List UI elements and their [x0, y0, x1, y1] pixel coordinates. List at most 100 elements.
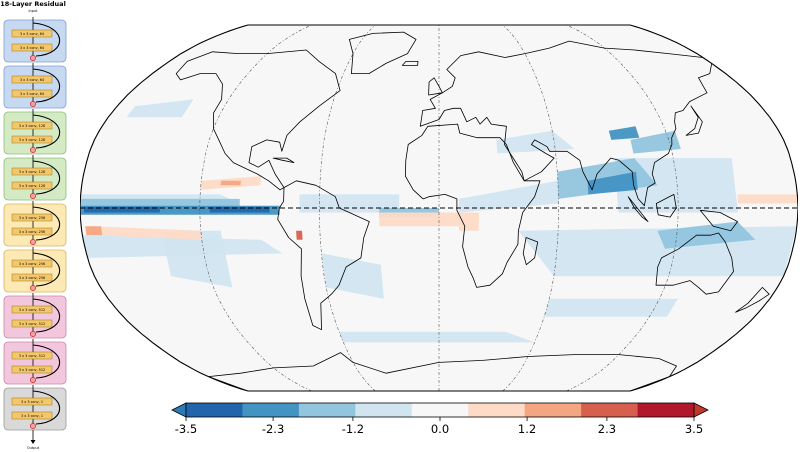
colorbar-ticks: -3.5 -2.3 -1.2 0.0 1.2 2.3 3.5 [175, 417, 703, 436]
residual-blocks: 3 x 3 conv, 64 3 x 3 conv, 64 3 x 3 conv, … [3, 17, 67, 444]
add-node-icon [30, 331, 36, 337]
anomaly-patch [630, 130, 681, 154]
conv-layer-label: 3 x 3 conv, 512 [19, 308, 45, 312]
residual-block: 3 x 3 conv, 1 3 x 3 conv, 1 [3, 385, 67, 431]
residual-block: 3 x 3 conv, 256 3 x 3 conv, 256 [3, 247, 67, 293]
meridian-line [566, 25, 679, 391]
colorbar-tick-label: 1.2 [518, 422, 536, 436]
coastline [699, 209, 738, 232]
block-background [3, 19, 67, 63]
colorbar-extend-high [693, 402, 709, 418]
skip-connection-arrow [32, 206, 61, 241]
colorbar-tick-label: 3.5 [685, 422, 703, 436]
coastline [401, 61, 419, 66]
add-node-icon [30, 101, 36, 107]
colorbar-segment [355, 403, 413, 417]
block-background [3, 157, 67, 201]
residual-block: 3 x 3 conv, 128 3 x 3 conv, 128 [3, 109, 67, 155]
coastline [627, 196, 649, 222]
conv-layer-label: 3 x 3 conv, 256 [19, 230, 45, 234]
coastline [175, 49, 341, 191]
conv-layer-label: 3 x 3 conv, 128 [19, 124, 45, 128]
conv-layer-box [11, 121, 53, 130]
colorbar-segment [242, 403, 300, 417]
colorbar-segment [581, 403, 638, 417]
conv-layer-label: 3 x 3 conv, 256 [19, 276, 45, 280]
skip-connection-arrow [32, 298, 61, 333]
anomaly-patch [544, 298, 678, 317]
residual-block: 3 x 3 conv, 128 3 x 3 conv, 128 [3, 155, 67, 201]
colorbar-segment [411, 403, 469, 417]
coastline [655, 232, 734, 295]
colorbar-extend-low [171, 402, 187, 418]
anomaly-patch [339, 331, 535, 343]
conv-layer-box [11, 365, 53, 374]
colorbar-tick-label: -2.3 [262, 422, 284, 436]
coastline [522, 237, 539, 266]
skip-connection-arrow [32, 160, 61, 195]
conv-layer-label: 3 x 3 conv, 512 [19, 354, 45, 358]
globe-outline [80, 24, 798, 392]
residual-block: 3 x 3 conv, 512 3 x 3 conv, 512 [3, 339, 67, 385]
diagram-title: 18-Layer Residual [0, 0, 66, 8]
block-background [3, 111, 67, 155]
conv-layer-box [11, 75, 53, 84]
anomaly-patch [608, 126, 640, 140]
conv-layer-label: 3 x 3 conv, 1 [21, 414, 43, 418]
output-arrow-icon [30, 440, 36, 444]
add-node-icon [30, 193, 36, 199]
add-node-icon [30, 55, 36, 61]
anomaly-field [80, 99, 798, 343]
coastline [405, 123, 541, 288]
conv-layer-box [11, 305, 53, 314]
anomaly-patch [458, 212, 479, 231]
coastline [735, 287, 770, 313]
colorbar-segment [468, 403, 525, 417]
colorbar-tick-label: -3.5 [175, 422, 197, 436]
diagram-output-label: Output [27, 446, 40, 450]
block-background [3, 341, 67, 385]
anomaly-patch [85, 226, 103, 236]
skip-connection-arrow [32, 68, 61, 103]
colorbar: -3.5 -2.3 -1.2 0.0 1.2 2.3 3.5 [171, 402, 709, 436]
conv-layer-box [11, 319, 53, 328]
meridian-line [318, 25, 376, 391]
colorbar-segment [637, 403, 695, 417]
colorbar-segment [186, 403, 243, 417]
conv-layer-label: 3 x 3 conv, 64 [20, 92, 44, 96]
coastline [272, 157, 295, 163]
world-map [80, 24, 798, 392]
conv-layer-label: 3 x 3 conv, 256 [19, 262, 45, 266]
conv-layer-label: 3 x 3 conv, 128 [19, 138, 45, 142]
coastline [428, 77, 443, 96]
conv-layer-label: 3 x 3 conv, 512 [19, 368, 45, 372]
conv-layer-box [11, 351, 53, 360]
block-background [3, 203, 67, 247]
conv-layer-box [11, 135, 53, 144]
conv-layer-label: 3 x 3 conv, 64 [20, 78, 44, 82]
graticule [199, 25, 679, 391]
anomaly-patch [91, 226, 202, 240]
anomaly-patch [220, 180, 241, 186]
skip-connection-arrow [32, 22, 61, 57]
conv-layer-label: 3 x 3 conv, 256 [19, 216, 45, 220]
colorbar-segment [298, 403, 356, 417]
colorbar-body [171, 402, 709, 418]
anomaly-patch [458, 180, 559, 213]
coastline [685, 105, 703, 136]
conv-layer-label: 3 x 3 conv, 512 [19, 322, 45, 326]
block-background [3, 249, 67, 293]
conv-layer-label: 3 x 3 conv, 128 [19, 170, 45, 174]
conv-layer-label: 3 x 3 conv, 1 [21, 400, 43, 404]
resnet-diagram: 18-Layer Residual Input 3 x 3 conv, 643 … [0, 0, 67, 450]
conv-layer-box [11, 273, 53, 282]
meridian-line [502, 25, 560, 391]
coastline [419, 40, 713, 207]
add-node-icon [30, 147, 36, 153]
meridian-line [199, 25, 312, 391]
conv-layer-label: 3 x 3 conv, 128 [19, 184, 45, 188]
anomaly-patch [126, 99, 194, 118]
residual-block: 3 x 3 conv, 512 3 x 3 conv, 512 [3, 293, 67, 339]
conv-layer-box [11, 29, 53, 38]
coastline [655, 194, 677, 218]
